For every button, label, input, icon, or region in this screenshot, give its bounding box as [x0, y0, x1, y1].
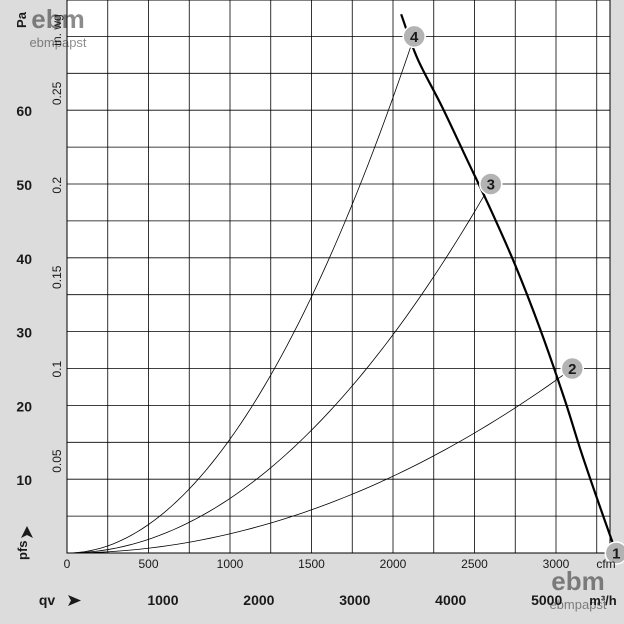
- y-axis-arrow-icon: [21, 526, 33, 538]
- watermark-logo: ebm: [31, 4, 84, 34]
- y-tick-label-inwg: 0.15: [50, 265, 64, 289]
- system-curve-4: [66, 36, 415, 554]
- y-tick-label-inwg: 0.1: [50, 361, 64, 378]
- y-tick-label-pa: 30: [16, 325, 32, 341]
- system-curve-3: [66, 183, 492, 554]
- x-tick-label-m3h: 5000: [531, 592, 562, 608]
- y-tick-label-pa: 50: [16, 177, 32, 193]
- x-tick-label-cfm: 0: [64, 557, 71, 571]
- x-tick-label-m3h: 3000: [339, 592, 370, 608]
- system-curve-2: [66, 368, 573, 554]
- watermark-logo-2: ebm: [551, 566, 604, 596]
- x-tick-label-cfm: 2000: [380, 557, 407, 571]
- operating-point-marker: [604, 541, 624, 565]
- operating-points: 1 2 3 4: [402, 24, 624, 565]
- fan-curve-line: [400, 13, 618, 554]
- x-tick-label-m3h: 4000: [435, 592, 466, 608]
- operating-point-2: 2: [560, 356, 585, 381]
- watermark-sub: ebmpapst: [29, 35, 86, 50]
- x-axis-unit-cfm: cfm: [596, 557, 615, 571]
- y-axis-unit-inwg: in. wg: [50, 14, 64, 45]
- x-tick-label-cfm: 2500: [461, 557, 488, 571]
- y-tick-label-pa: 10: [16, 472, 32, 488]
- operating-point-marker: [560, 356, 585, 381]
- operating-point-label: 1: [612, 546, 620, 563]
- operating-point-label: 2: [568, 361, 576, 378]
- y-tick-label-pa: 60: [16, 103, 32, 119]
- x-axis-label: qv: [39, 592, 56, 608]
- plot-border: [66, 0, 611, 554]
- operating-point-label: 3: [487, 177, 495, 194]
- x-axis-unit-m3h: m³/h: [589, 593, 617, 608]
- system-curves: [66, 36, 573, 554]
- watermark-sub-2: ebmpapst: [549, 597, 606, 612]
- operating-point-marker: [479, 172, 503, 196]
- x-tick-label-cfm: 1000: [217, 557, 244, 571]
- x-tick-label-m3h: 2000: [243, 592, 274, 608]
- x-tick-label-m3h: 1000: [147, 592, 178, 608]
- fan-curve: [400, 13, 618, 554]
- operating-point-marker: [402, 24, 426, 49]
- grid: [66, 0, 611, 554]
- x-tick-label-cfm: 3000: [543, 557, 570, 571]
- x-tick-label-cfm: 1500: [298, 557, 325, 571]
- y-tick-label-inwg: 0.2: [50, 177, 64, 194]
- operating-point-4: 4: [402, 24, 426, 49]
- operating-point-1: 1: [604, 541, 624, 565]
- operating-point-3: 3: [479, 172, 503, 196]
- y-tick-label-inwg: 0.25: [50, 81, 64, 105]
- y-axis-label: pfs: [15, 541, 30, 561]
- y-axis-unit-pa: Pa: [14, 11, 29, 28]
- y-tick-label-pa: 40: [16, 251, 32, 267]
- x-axis-arrow-icon: [68, 595, 81, 606]
- operating-point-label: 4: [410, 29, 419, 46]
- y-tick-label-inwg: 0.05: [50, 449, 64, 473]
- x-tick-label-cfm: 500: [138, 557, 158, 571]
- y-tick-label-pa: 20: [16, 398, 32, 414]
